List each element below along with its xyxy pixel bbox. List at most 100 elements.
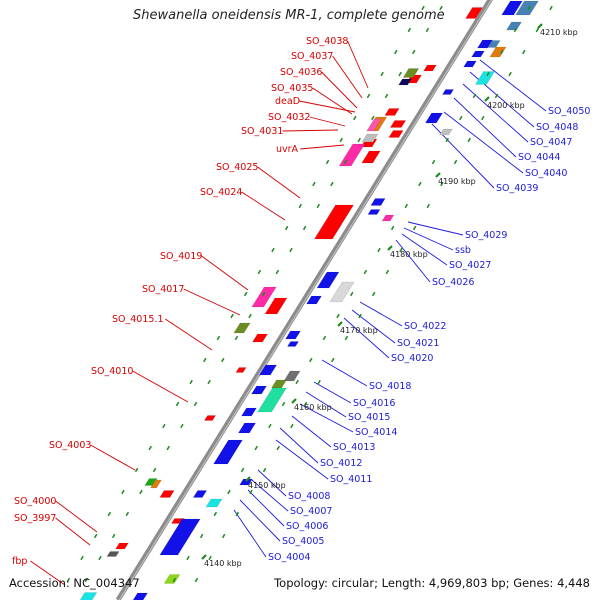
track-dot (398, 71, 402, 77)
genome-backbone (115, 0, 493, 600)
gene-label-forward: SO_4000 (14, 496, 56, 507)
callout-line-reverse (351, 309, 396, 344)
red-gene-block (423, 64, 437, 72)
track-dot (203, 357, 207, 363)
track-dot (227, 489, 231, 495)
red-gene-block (465, 7, 483, 19)
track-dot (439, 5, 443, 11)
track-dot (418, 181, 422, 187)
blue-gene-block (316, 271, 340, 289)
track-dot (80, 555, 84, 561)
track-dot (257, 269, 262, 275)
gene-label-reverse: SO_4040 (525, 168, 567, 179)
track-dot (93, 533, 98, 539)
track-dot (535, 27, 540, 33)
track-dot (481, 115, 485, 121)
track-dot (175, 401, 180, 407)
track-dot (125, 511, 130, 517)
accession-text: Accession: NC_004347 (9, 576, 140, 590)
gene-label-forward: fbp (12, 556, 27, 567)
track-dot (248, 313, 252, 319)
gene-label-forward: SO_4003 (49, 440, 91, 451)
callout-line-reverse (321, 359, 368, 387)
gene-label-forward: SO_4025 (216, 162, 258, 173)
track-dot (289, 247, 293, 253)
gene-label-reverse: SO_4013 (333, 442, 375, 453)
gene-label-reverse: ssb (455, 245, 471, 256)
red-gene-block (251, 333, 269, 343)
track-dot (366, 93, 371, 99)
track-dot (221, 357, 225, 363)
gene-label-reverse: SO_4008 (288, 491, 330, 502)
track-dot (213, 511, 218, 517)
track-dot (472, 93, 477, 99)
lightgray-gene-block (329, 281, 355, 303)
track-dot (343, 159, 348, 165)
kbp-tick-label: 4180 kbp (390, 250, 428, 259)
track-dot (357, 137, 361, 143)
gene-label-reverse: SO_4021 (397, 338, 439, 349)
gene-label-forward: uvrA (276, 144, 299, 155)
gene-label-forward: SO_4036 (280, 67, 322, 78)
callout-line-reverse (305, 391, 347, 418)
callout-line-forward (201, 255, 249, 291)
track-dot (66, 577, 71, 583)
gene-label-reverse: SO_4027 (449, 260, 491, 271)
track-dot (134, 467, 139, 473)
cyan-gene-block (474, 71, 496, 85)
red-gene-block (203, 415, 217, 421)
callout-line-forward (90, 444, 136, 471)
gene-label-reverse: SO_4022 (404, 321, 446, 332)
kbp-tick-mark (291, 398, 297, 404)
kbp-tick-mark (537, 23, 543, 29)
gene-label-reverse: SO_4039 (496, 183, 538, 194)
olive-gene-block (270, 379, 288, 389)
blue-gene-block (370, 198, 386, 206)
gene-label-reverse: SO_4005 (282, 536, 324, 547)
track-dot (330, 181, 334, 187)
red-gene-block (264, 297, 288, 315)
callout-line-reverse (257, 469, 287, 497)
track-dot (221, 533, 226, 539)
track-dot (216, 335, 221, 341)
kbp-tick-mark (387, 245, 393, 251)
blue-gene-block (250, 385, 268, 395)
gene-label-forward: SO_4032 (268, 112, 310, 123)
blue-gene-block (476, 39, 494, 49)
track-dot (166, 445, 170, 451)
track-dot (317, 379, 321, 385)
track-dot (363, 269, 368, 275)
magenta-gene-block (381, 214, 395, 222)
callout-line-reverse (453, 97, 517, 158)
gene-label-forward: SO_4037 (291, 51, 333, 62)
track-dot (302, 225, 307, 231)
track-dot (84, 577, 89, 583)
red-gene-block (384, 108, 400, 116)
kbp-ticks: 4140 kbp 4150 kbp 4160 kbp 4170 kbp 4180 kbp… (66, 5, 578, 583)
gene-label-forward: deaD (275, 96, 300, 107)
gene-label-forward: SO_4019 (160, 251, 202, 262)
track-dot (111, 533, 116, 539)
track-dot (527, 5, 531, 11)
kbp-tick-label: 4190 kbp (438, 177, 476, 186)
track-dot (407, 27, 412, 33)
orange-gene-block (489, 46, 507, 58)
track-dot (371, 291, 376, 297)
callout-line-reverse (343, 317, 390, 359)
steelblue-gene-block (505, 21, 523, 31)
gene-label-reverse: SO_4006 (286, 521, 328, 532)
callout-line-reverse (233, 509, 267, 558)
gene-label-reverse: SO_4029 (465, 230, 507, 241)
gene-label-reverse: SO_4014 (355, 427, 397, 438)
genome-backbone-line (115, 0, 493, 600)
track-dot (316, 203, 321, 209)
track-dot (353, 115, 357, 121)
olive-gene-block (402, 68, 420, 78)
track-dot (453, 159, 458, 165)
red-gene-block (313, 204, 355, 240)
track-dot (371, 115, 375, 121)
callout-line-forward (55, 500, 98, 533)
gene-label-forward: SO_4038 (306, 36, 348, 47)
callout-line-forward (55, 517, 91, 546)
magenta-gene-block (338, 143, 366, 167)
